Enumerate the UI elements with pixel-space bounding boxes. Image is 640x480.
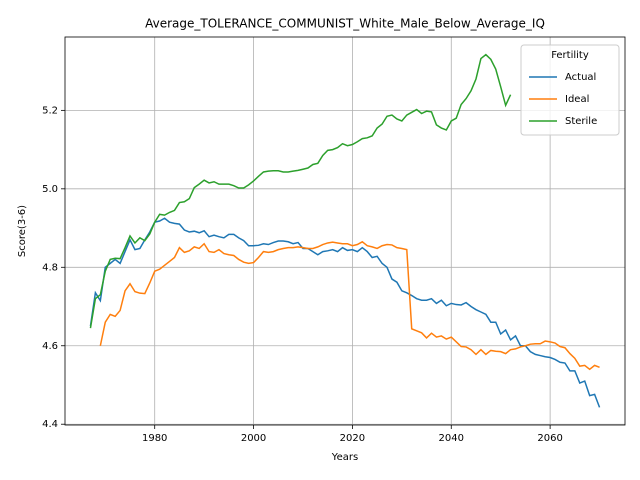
plot-frame	[64, 36, 626, 426]
x-tick-label: 2000	[241, 433, 266, 444]
x-tick-label: 2020	[340, 433, 365, 444]
legend-label: Actual	[565, 72, 596, 83]
legend-label: Sterile	[565, 116, 597, 127]
legend-label: Ideal	[565, 94, 589, 105]
x-tick-label: 2060	[537, 433, 562, 444]
legend-box	[520, 44, 620, 136]
data-line	[89, 217, 601, 408]
x-axis-label: Years	[331, 452, 358, 463]
y-tick-label: 5.2	[42, 105, 58, 116]
legend: Fertility Actual Ideal Sterile	[520, 44, 620, 136]
x-tick-label: 1980	[142, 433, 167, 444]
chart-title: Average_TOLERANCE_COMMUNIST_White_Male_B…	[145, 17, 545, 31]
legend-title: Fertility	[551, 50, 589, 61]
y-axis-label: Score(3-6)	[17, 205, 28, 257]
y-tick-label: 4.4	[42, 419, 58, 430]
y-tick-label: 4.6	[42, 341, 58, 352]
x-tick-label: 2040	[439, 433, 464, 444]
y-tick-label: 5.0	[42, 184, 58, 195]
data-line	[99, 240, 600, 371]
data-line	[89, 53, 512, 329]
y-tick-label: 4.8	[42, 262, 58, 273]
